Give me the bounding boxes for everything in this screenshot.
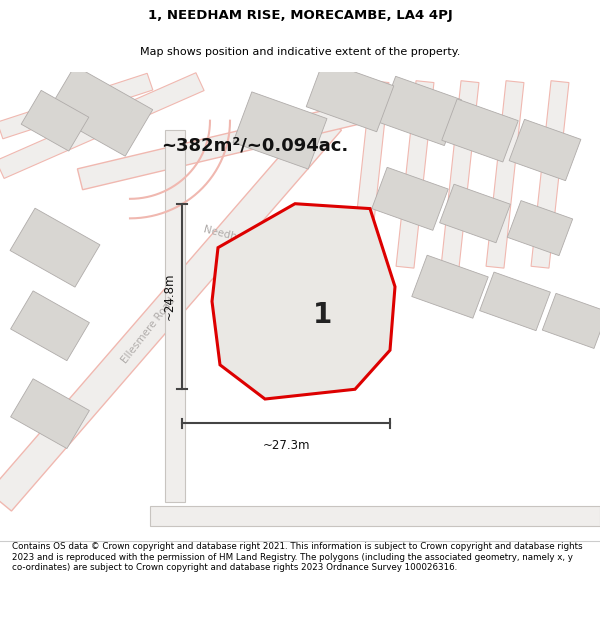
Polygon shape	[11, 291, 89, 361]
Polygon shape	[509, 119, 581, 181]
Polygon shape	[306, 61, 394, 132]
Polygon shape	[379, 76, 461, 146]
Polygon shape	[486, 81, 524, 268]
Polygon shape	[150, 506, 600, 526]
Polygon shape	[0, 73, 153, 139]
Text: Ellesmere Road: Ellesmere Road	[119, 296, 177, 366]
Text: 1: 1	[313, 301, 332, 329]
Polygon shape	[441, 81, 479, 268]
Text: Needham Rise: Needham Rise	[202, 224, 278, 252]
Polygon shape	[479, 272, 550, 331]
Polygon shape	[508, 201, 572, 256]
Polygon shape	[412, 255, 488, 318]
Polygon shape	[212, 204, 395, 399]
Text: Map shows position and indicative extent of the property.: Map shows position and indicative extent…	[140, 47, 460, 57]
Polygon shape	[442, 99, 518, 162]
Text: ~24.8m: ~24.8m	[163, 272, 176, 320]
Polygon shape	[47, 66, 153, 156]
Polygon shape	[396, 81, 434, 268]
Polygon shape	[11, 379, 89, 449]
Polygon shape	[351, 81, 389, 268]
Text: Contains OS data © Crown copyright and database right 2021. This information is : Contains OS data © Crown copyright and d…	[12, 542, 583, 572]
Text: ~27.3m: ~27.3m	[262, 439, 310, 452]
Polygon shape	[372, 168, 448, 231]
Polygon shape	[531, 81, 569, 268]
Polygon shape	[0, 72, 204, 178]
Polygon shape	[165, 131, 185, 501]
Text: ~382m²/~0.094ac.: ~382m²/~0.094ac.	[161, 136, 349, 154]
Polygon shape	[77, 86, 433, 190]
Text: 1, NEEDHAM RISE, MORECAMBE, LA4 4PJ: 1, NEEDHAM RISE, MORECAMBE, LA4 4PJ	[148, 9, 452, 22]
Polygon shape	[21, 91, 89, 151]
Polygon shape	[0, 111, 341, 511]
Polygon shape	[542, 293, 600, 348]
Polygon shape	[233, 92, 327, 169]
Polygon shape	[10, 208, 100, 287]
Polygon shape	[440, 184, 511, 242]
